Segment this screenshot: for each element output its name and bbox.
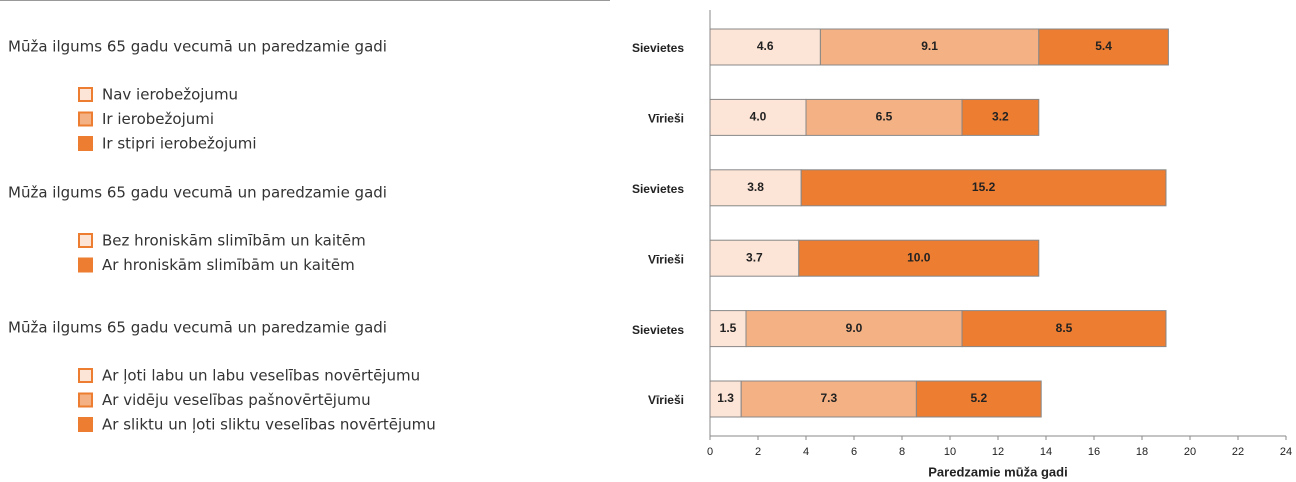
legend-label: Ir stipri ierobežojumi: [102, 135, 257, 153]
legend-label: Ir ierobežojumi: [102, 110, 214, 128]
bar-segment: [819, 28, 1040, 66]
value-label: 3.8: [747, 180, 764, 194]
x-tick-label: 2: [755, 446, 761, 458]
value-label: 10.0: [907, 250, 931, 264]
category-label: Vīrieši: [648, 112, 684, 126]
legend-swatch: [78, 257, 93, 273]
legend-swatch: [78, 136, 93, 151]
bar-segment: [805, 98, 963, 136]
legend-title: Mūža ilgums 65 gadu vecumā un paredzamie…: [8, 38, 387, 56]
category-label: Vīrieši: [648, 252, 684, 266]
x-axis-label: Paredzamie mūža gadi: [928, 464, 1067, 479]
value-label: 8.5: [1056, 321, 1073, 335]
legend-swatch: [78, 417, 93, 432]
value-label: 15.2: [972, 180, 996, 194]
legend-label: Nav ierobežojumu: [102, 86, 238, 104]
bar-segment: [709, 28, 821, 66]
value-label: 4.0: [750, 110, 767, 124]
bar-segment: [709, 239, 800, 277]
x-tick-label: 0: [707, 446, 713, 458]
bar-segment: [798, 239, 1040, 277]
legend-label: Ar sliktu un ļoti sliktu veselības novēr…: [102, 416, 436, 434]
value-label: 6.5: [876, 110, 893, 124]
bar-segment: [709, 310, 747, 348]
bar-segment: [915, 380, 1042, 418]
value-label: 3.7: [746, 250, 763, 264]
category-label: Sievietes: [632, 41, 684, 55]
value-label: 9.1: [921, 39, 938, 53]
bar-segment: [709, 380, 742, 418]
bar-segment: [1038, 28, 1169, 66]
x-tick-label: 4: [803, 446, 809, 458]
legend-title: Mūža ilgums 65 gadu vecumā un paredzamie…: [8, 184, 387, 202]
x-tick-label: 10: [944, 446, 956, 458]
x-tick-label: 6: [851, 446, 857, 458]
bar-segment: [800, 169, 1167, 207]
x-tick-label: 24: [1280, 446, 1292, 458]
legend-swatch: [78, 111, 93, 127]
legend-title: Mūža ilgums 65 gadu vecumā un paredzamie…: [8, 319, 387, 337]
legend-label: Ar ļoti labu un labu veselības novērtēju…: [102, 367, 420, 385]
category-label: Vīrieši: [648, 393, 684, 407]
category-label: Sievietes: [632, 323, 684, 337]
legend-swatch: [78, 233, 93, 248]
x-tick-label: 14: [1040, 446, 1052, 458]
value-label: 7.3: [820, 391, 837, 405]
value-label: 1.5: [720, 321, 737, 335]
value-label: 3.2: [992, 110, 1009, 124]
value-label: 5.4: [1095, 39, 1112, 53]
bar-segment: [961, 98, 1040, 136]
value-label: 9.0: [846, 321, 863, 335]
x-tick-label: 18: [1136, 446, 1148, 458]
x-tick-label: 22: [1232, 446, 1244, 458]
bar-segment: [745, 310, 963, 348]
legend-swatch: [78, 368, 93, 383]
bar-segment: [740, 380, 917, 418]
x-tick-label: 20: [1184, 446, 1196, 458]
bar-segment: [961, 310, 1167, 348]
x-tick-label: 12: [992, 446, 1004, 458]
x-tick-label: 8: [899, 446, 905, 458]
legend-label: Bez hroniskām slimībām un kaitēm: [102, 232, 366, 250]
value-label: 5.2: [970, 391, 987, 405]
legend-label: Ar vidēju veselības pašnovērtējumu: [102, 391, 371, 409]
value-label: 4.6: [757, 39, 774, 53]
x-tick-label: 16: [1088, 446, 1100, 458]
bar-segment: [709, 169, 802, 207]
legend-swatch: [78, 87, 93, 102]
legend-swatch: [78, 392, 93, 408]
value-label: 1.3: [717, 391, 734, 405]
legend-label: Ar hroniskām slimībām un kaitēm: [102, 256, 355, 274]
category-label: Sievietes: [632, 182, 684, 196]
